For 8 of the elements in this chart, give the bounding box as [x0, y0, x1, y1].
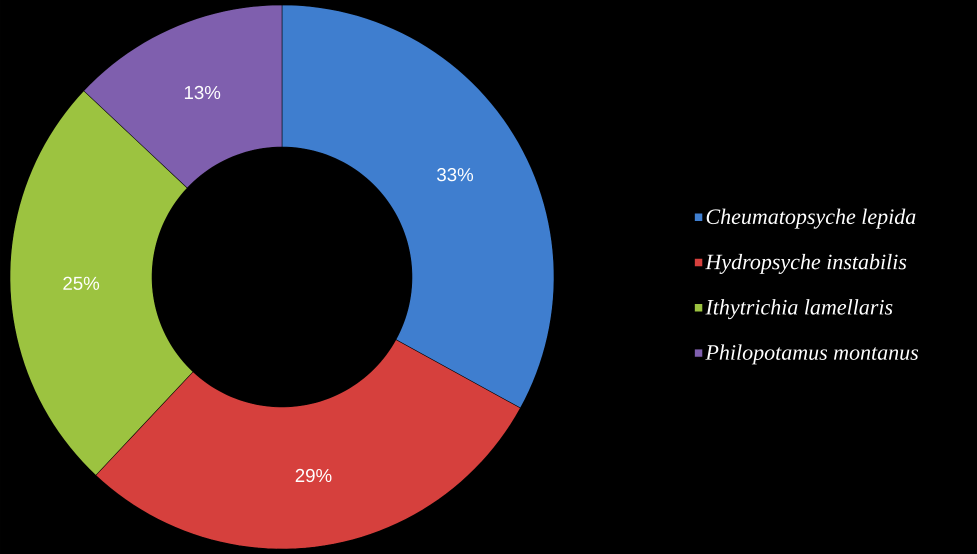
- data-label: 13%: [184, 86, 220, 100]
- data-label: 25%: [63, 276, 100, 290]
- data-label: 33%: [437, 168, 474, 182]
- legend-label: Philopotamus montanus: [705, 344, 918, 364]
- legend-label: Hydropsyche instabilis: [705, 254, 906, 274]
- data-label: 29%: [296, 468, 332, 482]
- legend-label: Cheumatopsyche lepida: [706, 208, 916, 229]
- legend-label: Ithytrichia lamellaris: [705, 299, 892, 320]
